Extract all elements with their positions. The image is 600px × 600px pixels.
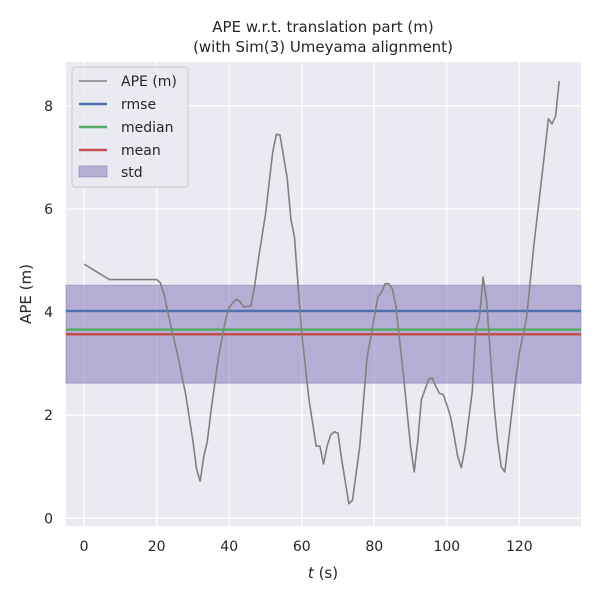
x-tick-label: 40 — [220, 539, 238, 555]
legend-std-label: std — [121, 165, 143, 181]
x-axis-label-var: t — [308, 564, 315, 582]
legend-frame — [71, 66, 189, 188]
series-layer — [83, 81, 560, 505]
x-ticks: 0 20 40 60 80 100 120 — [80, 539, 533, 555]
x-tick-label: 20 — [148, 539, 166, 555]
chart-title-line1: APE w.r.t. translation part (m) — [212, 18, 433, 36]
x-axis-label: t (s) — [308, 564, 338, 582]
x-tick-label: 60 — [293, 539, 311, 555]
x-tick-label: 100 — [433, 539, 460, 555]
y-tick-label: 4 — [44, 305, 53, 321]
chart-title-line2: (with Sim(3) Umeyama alignment) — [193, 38, 453, 56]
legend-std-swatch — [78, 165, 108, 178]
y-tick-label: 8 — [44, 99, 53, 115]
stat-lines — [66, 309, 581, 336]
x-tick-label: 80 — [365, 539, 383, 555]
legend-median-label: median — [121, 120, 173, 136]
legend-mean-label: mean — [121, 143, 161, 159]
x-tick-label: 120 — [506, 539, 533, 555]
legend: APE (m) rmse median mean std — [71, 66, 189, 188]
ape-series-line — [83, 81, 560, 505]
y-tick-label: 0 — [44, 511, 53, 527]
x-tick-label: 0 — [80, 539, 89, 555]
y-tick-label: 6 — [44, 202, 53, 218]
y-axis-label: APE (m) — [17, 264, 35, 324]
legend-ape-label: APE (m) — [121, 74, 177, 90]
y-ticks: 0 2 4 6 8 — [44, 99, 53, 527]
legend-rmse-label: rmse — [121, 97, 156, 113]
y-tick-label: 2 — [44, 408, 53, 424]
x-axis-label-unit: (s) — [319, 564, 339, 582]
